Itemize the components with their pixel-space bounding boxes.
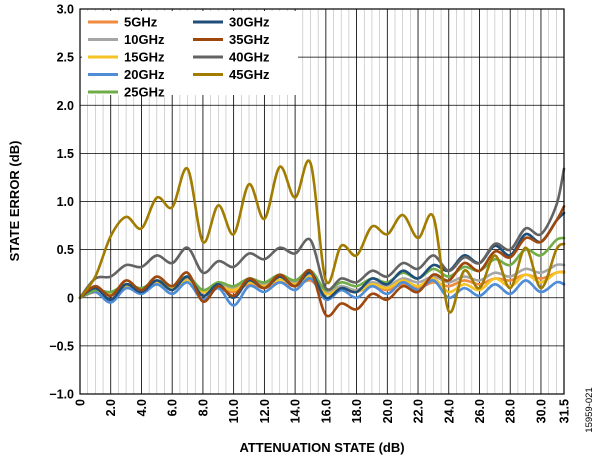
y-tick-label: 2.0 [57,99,74,113]
y-tick-label: 2.5 [57,51,74,65]
x-tick-label: 4.0 [135,399,149,416]
x-tick-label: 20.0 [381,399,395,423]
legend-label: 5GHz [124,15,158,30]
legend-background [82,11,298,95]
series-line-35ghz [78,205,566,318]
x-tick-label: 22.0 [412,399,426,423]
series-line-15ghz [78,270,566,300]
legend-label: 25GHz [124,85,165,100]
x-tick-label: 18.0 [350,399,364,423]
legend-label: 35GHz [229,32,270,47]
x-axis-title: ATTENUATION STATE (dB) [239,440,404,455]
legend-label: 30GHz [229,15,270,30]
y-tick-label: 1.5 [57,147,74,161]
series-line-40ghz [78,167,566,300]
x-tick-label: 0 [74,399,88,406]
x-tick-label: 26.0 [473,399,487,423]
x-tick-label: 16.0 [319,399,333,423]
plot-frame [79,8,565,395]
y-tick-label: −1.0 [49,388,74,402]
y-tick-label: 0.5 [57,243,74,257]
x-tick-label: 24.0 [442,399,456,423]
y-tick-label: 1.0 [57,195,74,209]
series-layer [78,159,566,318]
series-line-45ghz [78,159,566,314]
legend: 5GHz 10GHz 15GHz 20GHz 25GHz 30GHz 35GHz 40GHz 4… [82,11,298,100]
x-tick-labels: 0 2.0 4.0 6.0 8.0 10.0 12.0 14.0 16.0 18.0 20.0 22.… [74,399,572,423]
x-tick-label: 6.0 [166,399,180,416]
x-tick-label: 10.0 [227,399,241,423]
x-tick-label: 28.0 [504,399,518,423]
x-tick-label: 2.0 [104,399,118,416]
y-tick-label: −0.5 [49,339,74,353]
y-tick-label: 3.0 [57,3,74,17]
series-line-20ghz [78,277,566,307]
y-tick-labels: −1.0 −0.5 0 0.5 1.0 1.5 2.0 2.5 3.0 [49,3,74,402]
legend-label: 15GHz [124,50,165,65]
x-tick-label: 12.0 [258,399,272,423]
x-tick-label: 8.0 [196,399,210,416]
legend-label: 10GHz [124,32,165,47]
y-axis-title: STATE ERROR (dB) [7,141,22,262]
x-tick-label: 30.0 [534,399,548,423]
x-tick-label: 31.5 [558,399,572,423]
legend-label: 20GHz [124,67,165,82]
x-tick-label: 14.0 [289,399,303,423]
figure-id: 15959-021 [584,387,595,432]
legend-label: 45GHz [229,67,270,82]
legend-label: 40GHz [229,50,270,65]
y-tick-label: 0 [67,291,74,305]
